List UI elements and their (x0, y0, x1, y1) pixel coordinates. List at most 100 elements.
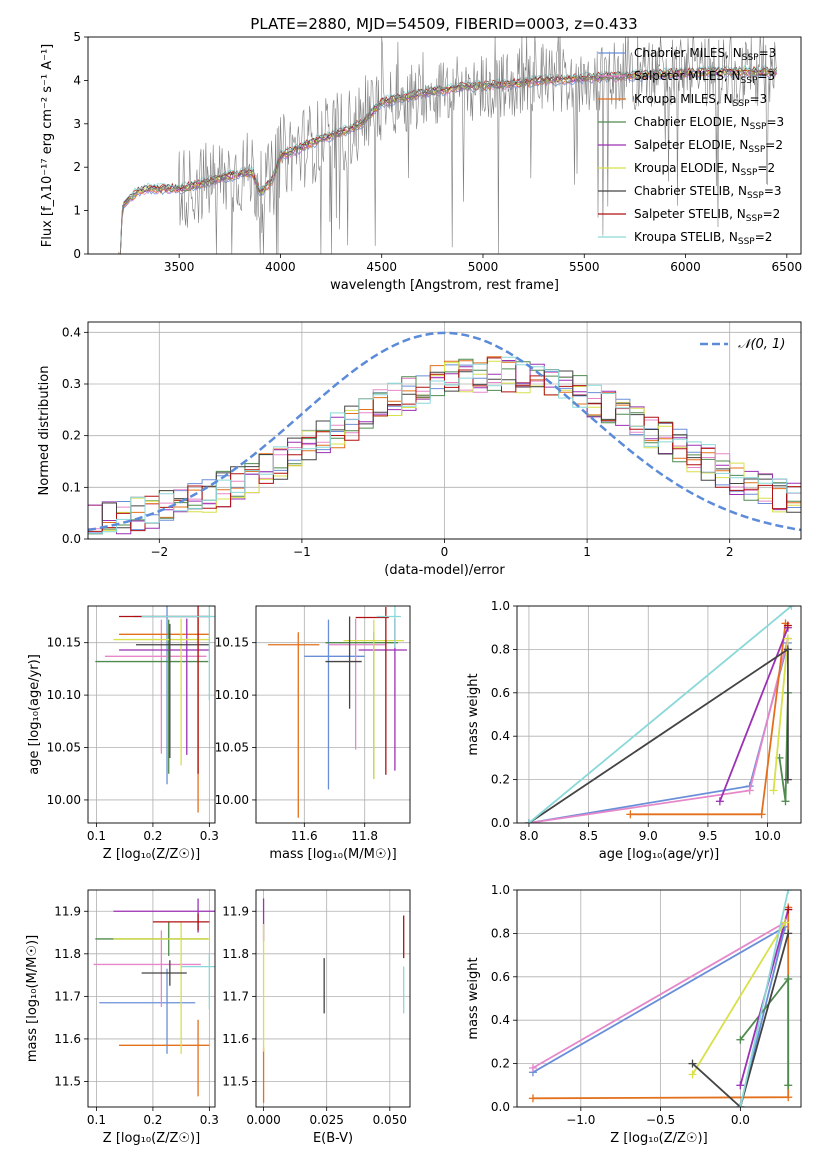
mass-weight-line (739, 890, 790, 1107)
x-tick-label: 9.0 (639, 829, 658, 843)
legend-entry: Chabrier MILES, NSSP=3 (634, 46, 776, 63)
plot-area (118, 37, 778, 254)
y-tick-label: 0.2 (491, 1057, 510, 1071)
x-tick-label: 11.8 (351, 829, 378, 843)
point-marker (784, 1081, 793, 1090)
point-marker (783, 645, 792, 654)
x-tick-label: 6000 (670, 260, 701, 274)
y-axis-label: mass weight (466, 957, 481, 1039)
axes-frame (516, 605, 802, 824)
axes-frame (87, 889, 216, 1108)
x-axis-label: mass [log₁₀(M/M☉)] (269, 847, 396, 862)
x-tick-label: −0.5 (646, 1113, 675, 1127)
y-axis-label: Flux [f_λ10⁻¹⁷ erg cm⁻² s⁻¹ A⁻¹] (40, 44, 55, 248)
x-tick-label: 5500 (569, 260, 600, 274)
x-tick-label: 2 (726, 545, 734, 559)
panel-age_vs_mass: 11.6 11.8 10.00 10.05 10.10 10.15 mass [log₁₀(… (215, 605, 411, 862)
histogram-step (88, 356, 801, 535)
x-tick-label: 0.1 (87, 1113, 106, 1127)
mass-weight-line (528, 606, 793, 823)
y-tick-label: 0.4 (62, 325, 81, 339)
y-tick-label: 11.9 (54, 904, 81, 918)
y-tick-label: 10.15 (215, 636, 249, 650)
axes-frame (255, 889, 411, 1108)
x-tick-label: 0.3 (200, 829, 219, 843)
y-tick-label: 0.2 (491, 773, 510, 787)
x-tick-label: 0.050 (373, 1113, 407, 1127)
x-axis-label: E(B-V) (313, 1131, 353, 1146)
panel-weight_vs_Z: −1.0 −0.5 0.0 0.0 0.2 0.4 0.6 0.8 1.0 Z [log₁₀(Z/… (466, 883, 802, 1146)
y-tick-label: 0.8 (491, 642, 510, 656)
panel-mass_vs_Z: 0.1 0.2 0.3 11.5 11.6 11.7 11.8 11.9 Z [log₁₀(Z/… (25, 889, 219, 1146)
y-tick-label: 11.6 (222, 1032, 249, 1046)
mass-weight-line (532, 921, 786, 1069)
panel-residuals: −2 −1 0 1 2 0.0 0.1 0.2 0.3 0.4 (data-model)/error… (37, 321, 802, 578)
y-tick-label: 1 (73, 204, 81, 218)
plot-area (88, 331, 801, 535)
y-tick-label: 10.00 (215, 793, 249, 807)
y-axis-label: Normed distribution (37, 366, 52, 496)
point-marker (783, 621, 792, 630)
x-axis-label: wavelength [Angstrom, rest frame] (330, 278, 559, 293)
y-tick-label: 11.6 (54, 1032, 81, 1046)
point-marker (784, 905, 793, 914)
y-tick-label: 0.1 (62, 480, 81, 494)
point-marker (736, 1035, 745, 1044)
y-axis-label: mass [log₁₀(M/M☉)] (25, 935, 40, 1062)
y-tick-label: 0.0 (491, 816, 510, 830)
figure-title: PLATE=2880, MJD=54509, FIBERID=0003, z=0… (250, 15, 637, 33)
y-tick-label: 10.10 (215, 688, 249, 702)
x-tick-label: 6500 (772, 260, 803, 274)
normal-reference-curve (88, 331, 801, 532)
x-tick-label: 0 (441, 545, 449, 559)
y-tick-label: 10.05 (215, 741, 249, 755)
y-tick-label: 10.10 (47, 688, 81, 702)
y-tick-label: 0.0 (62, 532, 81, 546)
point-marker (769, 786, 778, 795)
y-tick-label: 4 (73, 73, 81, 87)
y-tick-label: 0.6 (491, 970, 510, 984)
x-tick-label: 10.0 (754, 829, 781, 843)
point-marker (781, 918, 790, 927)
model-spectrum-line (120, 66, 777, 253)
y-tick-label: 0.3 (62, 377, 81, 391)
panel-age_vs_Z: 0.1 0.2 0.3 10.00 10.05 10.10 10.15 Z [log₁₀(Z/… (27, 605, 219, 862)
y-tick-label: 10.00 (47, 793, 81, 807)
x-tick-label: 5000 (468, 260, 499, 274)
point-marker (688, 1059, 697, 1068)
x-tick-label: 11.6 (291, 829, 318, 843)
mass-weight-line (691, 933, 790, 1107)
point-marker (736, 1081, 745, 1090)
y-tick-label: 0.6 (491, 686, 510, 700)
plot-area (268, 606, 407, 818)
panel-spectrum: 3500 4000 4500 5000 5500 6000 6500 0 1 2 3 4 5 wavele… (40, 30, 802, 293)
legend: Chabrier MILES, NSSP=3 Salpeter MILES, NS… (598, 46, 784, 247)
y-tick-label: 11.5 (54, 1074, 81, 1088)
model-spectrum-line (120, 71, 778, 254)
point-marker (528, 1094, 537, 1103)
plot-area (262, 898, 405, 1103)
x-tick-label: 1 (583, 545, 591, 559)
point-marker (745, 786, 754, 795)
x-axis-label: Z [log₁₀(Z/Z☉)] (610, 1131, 707, 1146)
axes-frame (516, 889, 802, 1108)
y-tick-label: 11.8 (54, 947, 81, 961)
x-axis-label: (data-model)/error (384, 563, 505, 578)
plot-area (95, 606, 215, 813)
y-axis-label: age [log₁₀(age/yr)] (27, 654, 42, 775)
panel-mass_vs_ebv: 0.000 0.025 0.050 11.5 11.6 11.7 11.8 11.9 E(B-V… (222, 889, 411, 1146)
x-tick-label: 0.0 (731, 1113, 750, 1127)
y-axis-label: mass weight (466, 673, 481, 755)
legend-entry: Salpeter STELIB, NSSP=2 (634, 207, 780, 224)
observed-spectrum-line (118, 37, 777, 254)
x-tick-label: 0.025 (310, 1113, 344, 1127)
x-tick-label: 9.5 (698, 829, 717, 843)
x-tick-label: 4000 (265, 260, 296, 274)
mass-weight-line (528, 638, 789, 823)
point-marker (781, 797, 790, 806)
legend-entry: Kroupa ELODIE, NSSP=2 (634, 161, 775, 178)
y-tick-label: 10.15 (47, 636, 81, 650)
x-axis-label: Z [log₁₀(Z/Z☉)] (103, 1131, 200, 1146)
x-tick-label: 0.2 (143, 1113, 162, 1127)
